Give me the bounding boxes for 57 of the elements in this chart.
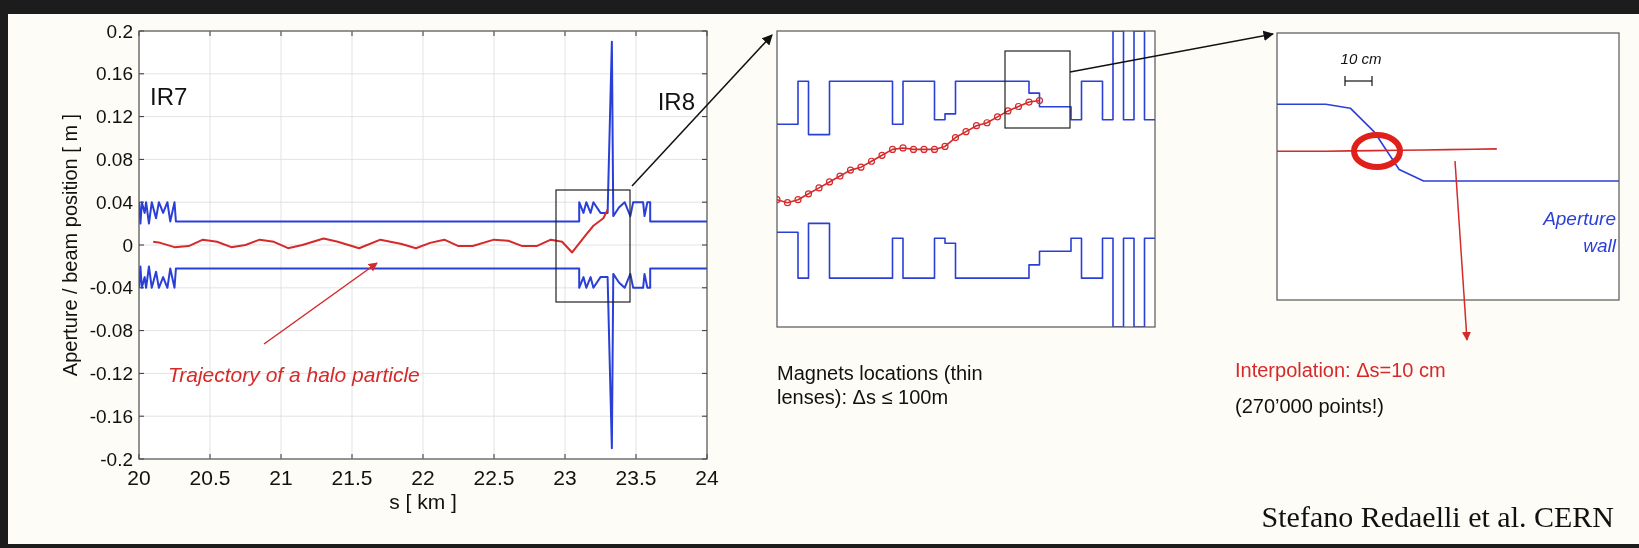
point (983, 119, 991, 127)
x-tick-label: 23 (553, 466, 577, 489)
annotation: Trajectory of a halo particle (168, 363, 420, 386)
point (1025, 98, 1033, 106)
annotation: IR7 (150, 83, 188, 110)
point (899, 144, 907, 152)
x-tick-label: 23.5 (615, 466, 657, 489)
point (909, 145, 918, 153)
y-tick-label: -0.08 (89, 320, 133, 342)
point (867, 157, 876, 165)
point (815, 184, 823, 192)
line-series (152, 208, 609, 254)
series-label: Aperture wall (1542, 207, 1617, 256)
point (888, 145, 897, 153)
annotation: IR8 (657, 88, 695, 115)
point (857, 163, 865, 171)
point (962, 128, 970, 136)
text: Stefano Redaelli et al. CERN (1261, 500, 1614, 533)
point (836, 172, 844, 180)
y-tick-label: 0.12 (96, 106, 133, 128)
x-axis-title: s [ km ] (389, 490, 457, 513)
y-tick-label: -0.12 (89, 363, 133, 385)
point (846, 166, 855, 174)
text: Interpolation: Δs=10 cm (1235, 359, 1446, 381)
y-tick-label: 0.08 (96, 149, 133, 171)
line-series (139, 265, 707, 450)
x-tick-label: 22.5 (473, 466, 515, 489)
x-tick-label: 20.5 (189, 466, 231, 489)
point (878, 151, 886, 159)
point (993, 113, 1002, 121)
y-tick-label: -0.04 (89, 277, 134, 299)
y-tick-label: 0.04 (96, 191, 134, 213)
x-tick-label: 24 (695, 466, 719, 489)
x-tick-label: 21 (269, 466, 293, 489)
x-tick-label: 21.5 (331, 466, 373, 489)
point (941, 142, 949, 151)
point (1014, 102, 1023, 111)
point (825, 178, 834, 186)
text: Magnets locations (thin lenses): Δs ≤ 100m (777, 362, 983, 408)
point (951, 133, 960, 142)
y-tick-label: 0.16 (96, 63, 133, 85)
point (794, 196, 802, 204)
text: 10 cm (1340, 50, 1382, 67)
point (783, 199, 792, 207)
point (804, 190, 813, 198)
point (1035, 96, 1044, 105)
text: (270’000 points!) (1235, 395, 1384, 417)
y-tick-label: 0 (122, 234, 133, 256)
point (1004, 107, 1012, 115)
y-tick-label: -0.16 (89, 405, 133, 427)
point (930, 145, 939, 153)
point (972, 122, 981, 130)
y-axis-title: Aperture / beam position [ m ] (59, 113, 81, 377)
line-series (139, 40, 707, 225)
y-tick-label: 0.2 (106, 20, 133, 42)
x-tick-label: 22 (411, 466, 435, 489)
point (920, 145, 928, 153)
